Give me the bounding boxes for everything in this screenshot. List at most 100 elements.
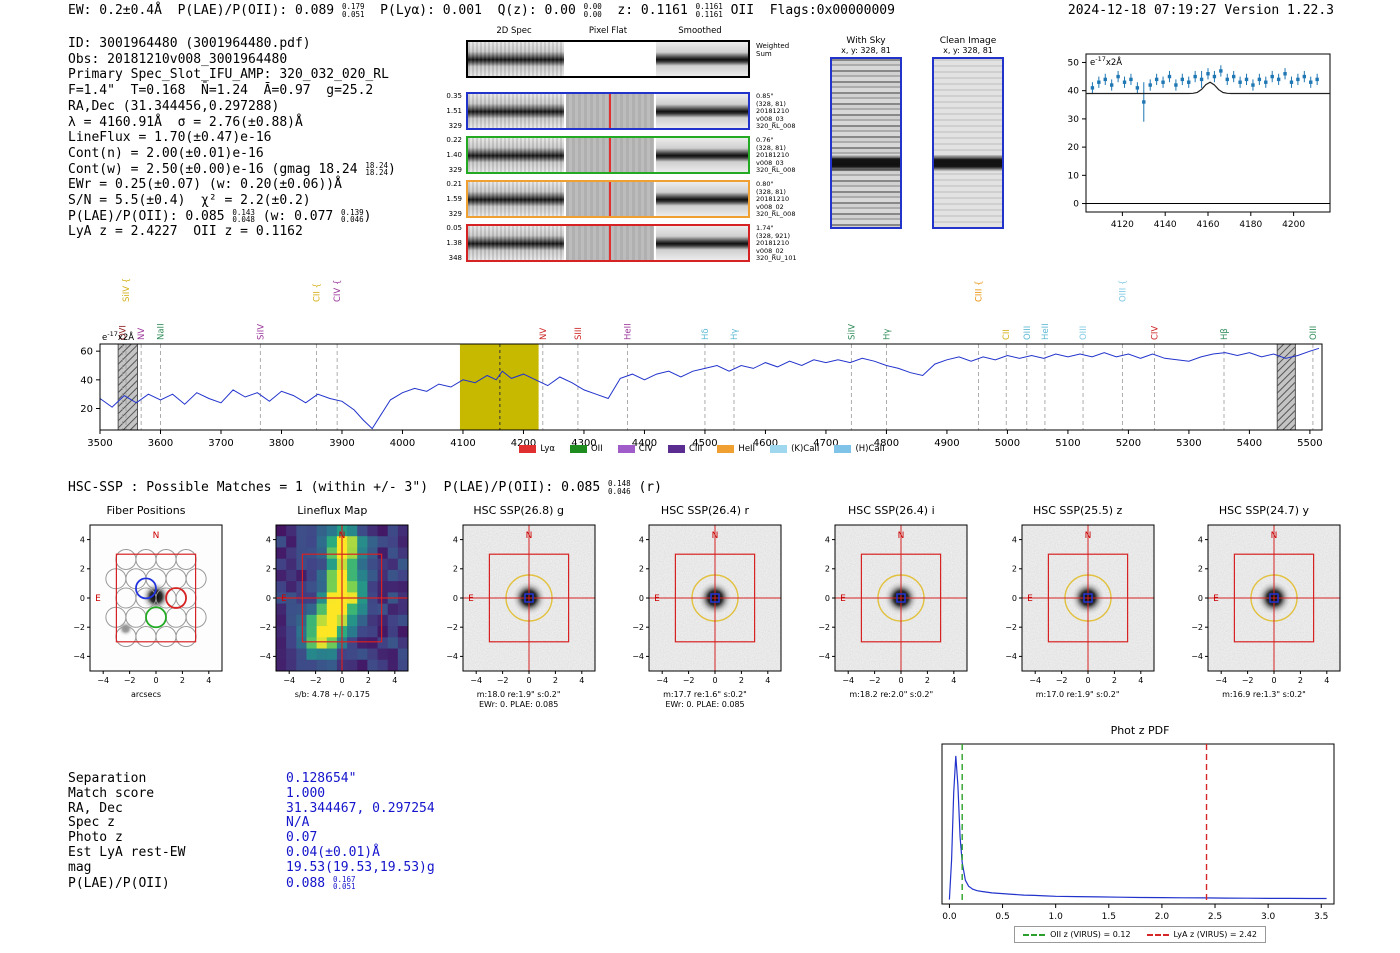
- x-tick-label: 4: [765, 676, 770, 685]
- lineflux-cell: [286, 659, 298, 672]
- lineflux-cell: [306, 626, 318, 638]
- match-value-text: 0.128654": [286, 771, 356, 786]
- emission-line-label: HeII: [1041, 323, 1051, 340]
- data-point: [1174, 83, 1178, 87]
- panel-plot: −4 −4 −2 −2 0 0 2 2 4 4 N E: [632, 524, 782, 685]
- header-summary: EW: 0.2±0.4Å P(LAE)/P(OII): 0.089 0.179 0…: [68, 3, 895, 18]
- y-tick-label: 4: [639, 535, 644, 544]
- x-tick-label: 4000: [390, 438, 415, 449]
- data-point: [1206, 72, 1210, 76]
- lineflux-cell: [276, 614, 287, 627]
- lineflux-cell: [388, 659, 399, 672]
- x-tick-label: 1.0: [1049, 912, 1064, 922]
- data-point: [1212, 74, 1217, 79]
- data-point: [1309, 80, 1313, 84]
- stacked-fraction: 0.167 0.051: [333, 876, 356, 891]
- left-label: 329: [448, 210, 462, 218]
- y-tick-label: 0: [266, 594, 271, 603]
- header-summary-text: EW: 0.2±0.4Å P(LAE)/P(OII): 0.089 0.179 0…: [68, 3, 895, 18]
- emission-line-label: HeII: [624, 323, 634, 340]
- right-label: 0.76": [756, 136, 774, 144]
- y-tick-label: −2: [260, 623, 272, 632]
- x-tick-label: 4300: [571, 438, 596, 449]
- data-point: [1251, 83, 1255, 87]
- lineflux-cell: [398, 569, 409, 582]
- legend-label: (K)CaII: [791, 444, 820, 454]
- lineflux-cell: [327, 581, 338, 593]
- lineflux-cell: [276, 659, 287, 672]
- lineflux-cell: [316, 536, 328, 548]
- y-tick-label: 50: [1068, 58, 1080, 68]
- lineflux-cell: [276, 525, 287, 537]
- legend-item: HeII: [717, 444, 755, 454]
- y-tick-label: −2: [819, 623, 831, 632]
- panel-caption: m:18.2 re:2.0" s:0.2": [849, 690, 934, 699]
- cutout-column-headers: 2D Spec Pixel Flat Smoothed: [466, 26, 750, 37]
- lineflux-cell: [388, 626, 399, 638]
- emission-line-label: Hγ: [882, 329, 892, 340]
- data-point: [1116, 74, 1120, 79]
- text-segment: S/N = 5.5(±0.4) χ² = 2.2(±0.2): [68, 193, 311, 209]
- panel-caption: EWr: 0. PLAE: 0.085: [479, 700, 559, 709]
- data-point: [1129, 77, 1133, 82]
- right-label: v008_03: [756, 114, 784, 123]
- legend-swatch: [770, 445, 788, 453]
- lineflux-cell: [367, 637, 379, 650]
- text-segment: Cont(w) = 2.50(±0.00)e-16 (gmag 18.24: [68, 161, 366, 177]
- x-tick-label: 0: [340, 676, 345, 685]
- compass-east-label: E: [1213, 594, 1219, 604]
- x-tick-label: 3.5: [1314, 912, 1328, 922]
- lineflux-cell: [398, 614, 409, 627]
- catalog-match-marker: [1082, 593, 1093, 603]
- text-segment: 0.088: [286, 875, 333, 891]
- lineflux-cell: [316, 659, 328, 672]
- lineflux-cell: [367, 525, 379, 537]
- panel-plot: −4 −4 −2 −2 0 0 2 2 4 4 N E: [446, 524, 596, 685]
- with-sky-title: With Sky: [846, 36, 886, 46]
- pixelflat-strip: [566, 42, 654, 76]
- x-tick-label: 0: [153, 676, 158, 685]
- x-tick-label: 0: [1271, 676, 1276, 685]
- fraction-top: 18.24: [365, 160, 388, 170]
- plot-frame: [1085, 53, 1331, 213]
- lineflux-cell: [367, 648, 379, 661]
- lineflux-cell: [367, 547, 379, 560]
- x-tick-label: −2: [496, 676, 508, 685]
- detection-info-block: ID: 3001964480 (3001964480.pdf) Obs: 2018…: [68, 36, 396, 240]
- match-value-text: 19.53(19.53,19.53)g: [286, 860, 435, 875]
- data-point: [1238, 80, 1242, 84]
- text-segment: EW: 0.2±0.4Å P(LAE)/P(OII): 0.089: [68, 3, 342, 18]
- match-value: 0.088 0.167 0.051: [286, 876, 356, 891]
- lineflux-cell: [347, 558, 359, 571]
- x-tick-label: 4200: [1282, 220, 1305, 230]
- row-right-labels: 0.80" (328, 81) 20181210 v008_02 320_RL_008: [756, 180, 818, 219]
- left-label: 0.35: [446, 92, 462, 100]
- right-label: 20181210: [756, 107, 790, 116]
- row-left-labels: 0.22 1.40 329: [439, 136, 462, 174]
- info-line-8: Cont(w) = 2.50(±0.00)e-16 (gmag 18.24 18…: [68, 162, 396, 178]
- emission-line-label: Hδ: [701, 328, 711, 340]
- legend-swatch: [617, 445, 635, 453]
- compass-east-label: E: [281, 594, 287, 604]
- match-row: Separation 0.128654": [68, 771, 435, 787]
- lineflux-cell: [327, 637, 338, 650]
- y-tick-label: 2: [266, 565, 271, 574]
- x-tick-label: −4: [656, 676, 668, 685]
- lineflux-cell: [276, 603, 287, 616]
- data-point: [1122, 80, 1127, 84]
- lineflux-cell: [306, 558, 318, 571]
- lineflux-cell: [398, 581, 409, 593]
- lineflux-cell: [367, 659, 379, 672]
- extraction-box: [1233, 553, 1315, 643]
- lineflux-cell: [286, 547, 298, 560]
- left-label: 0.21: [446, 180, 462, 188]
- panel-caption: m:17.0 re:1.9" s:0.2": [1035, 690, 1120, 699]
- x-tick-label: 0.5: [995, 912, 1009, 922]
- lineflux-cell: [357, 603, 369, 616]
- lineflux-cell: [388, 536, 399, 548]
- legend-item: OII z (VIRUS) = 0.12: [1023, 930, 1131, 939]
